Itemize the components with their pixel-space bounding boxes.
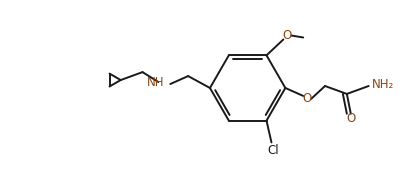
Text: Cl: Cl — [268, 144, 279, 157]
Text: NH: NH — [147, 76, 164, 89]
Text: NH₂: NH₂ — [371, 77, 394, 90]
Text: O: O — [283, 29, 292, 42]
Text: O: O — [346, 112, 356, 125]
Text: O: O — [303, 92, 312, 105]
